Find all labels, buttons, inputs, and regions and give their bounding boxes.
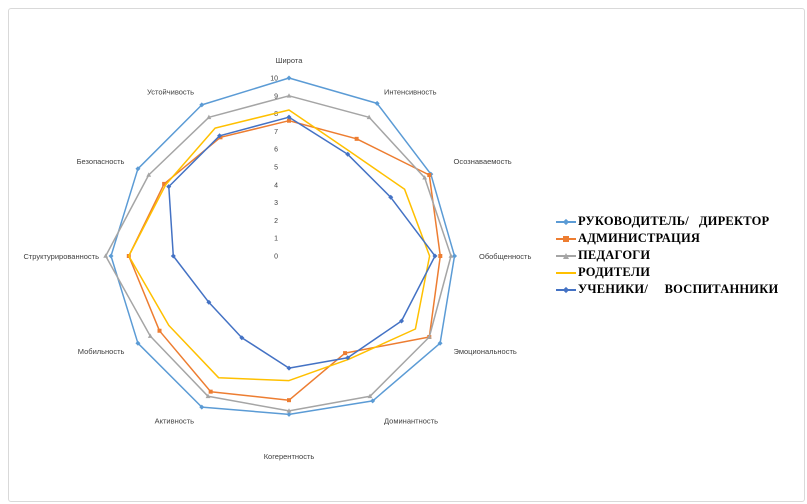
series-1-point-5 — [343, 351, 347, 355]
series-0 — [109, 76, 458, 417]
legend-label-3: РОДИТЕЛИ — [578, 265, 650, 280]
series-1 — [127, 119, 443, 402]
axis-label-10: Безопасность — [77, 157, 125, 166]
series-1-point-2 — [427, 173, 431, 177]
legend-label-2: ПЕДАГОГИ — [578, 248, 650, 263]
series-0-point-0 — [287, 76, 292, 81]
legend-item-0: РУКОВОДИТЕЛЬ/ ДИРЕКТОР — [556, 213, 806, 230]
tick-label-0: 0 — [274, 254, 278, 261]
tick-label-2: 2 — [274, 218, 278, 225]
legend-key-0 — [556, 217, 576, 227]
legend: РУКОВОДИТЕЛЬ/ ДИРЕКТОР АДМИНИСТРАЦИЯ ПЕДАГ… — [556, 213, 806, 298]
axis-label-0: Широта — [276, 56, 304, 65]
axis-label-1: Интенсивность — [384, 87, 437, 96]
axis-label-11: Устойчивость — [147, 87, 194, 96]
tick-label-6: 6 — [274, 147, 278, 154]
series-1-point-7 — [209, 390, 213, 394]
series-1-point-8 — [158, 329, 162, 333]
axis-label-6: Когерентность — [264, 452, 315, 461]
tick-label-5: 5 — [274, 165, 278, 172]
axis-label-8: Мобильность — [78, 347, 125, 356]
legend-key-2 — [556, 251, 576, 261]
series-line-1 — [129, 121, 441, 401]
series-1-point-6 — [287, 398, 291, 402]
axis-label-2: Осознаваемость — [454, 157, 512, 166]
axis-label-9: Структурированность — [23, 252, 99, 261]
legend-item-4: УЧЕНИКИ/ ВОСПИТАННИКИ — [556, 281, 806, 298]
legend-item-2: ПЕДАГОГИ — [556, 247, 806, 264]
series-1-point-3 — [438, 254, 442, 258]
axis-label-5: Доминантность — [384, 417, 438, 426]
legend-label-0: РУКОВОДИТЕЛЬ/ ДИРЕКТОР — [578, 214, 769, 229]
axis-label-3: Обобщенность — [479, 252, 531, 261]
series-line-4 — [169, 117, 435, 368]
legend-label-1: АДМИНИСТРАЦИЯ — [578, 231, 700, 246]
series-0-point-9 — [109, 254, 114, 259]
series-2 — [103, 93, 453, 412]
axis-label-7: Активность — [155, 417, 194, 426]
legend-item-3: РОДИТЕЛИ — [556, 264, 806, 281]
series-4 — [166, 115, 437, 371]
tick-label-7: 7 — [274, 129, 278, 136]
legend-key-1 — [556, 234, 576, 244]
series-1-point-1 — [355, 137, 359, 141]
legend-key-4 — [556, 285, 576, 295]
legend-item-1: АДМИНИСТРАЦИЯ — [556, 230, 806, 247]
axis-label-4: Эмоциональность — [454, 347, 517, 356]
tick-label-3: 3 — [274, 200, 278, 207]
legend-label-4: УЧЕНИКИ/ ВОСПИТАННИКИ — [578, 282, 778, 297]
tick-label-4: 4 — [274, 182, 278, 189]
legend-key-3 — [556, 268, 576, 278]
series-0-point-6 — [287, 412, 292, 417]
series-2-point-0 — [287, 93, 292, 97]
tick-label-1: 1 — [274, 236, 278, 243]
